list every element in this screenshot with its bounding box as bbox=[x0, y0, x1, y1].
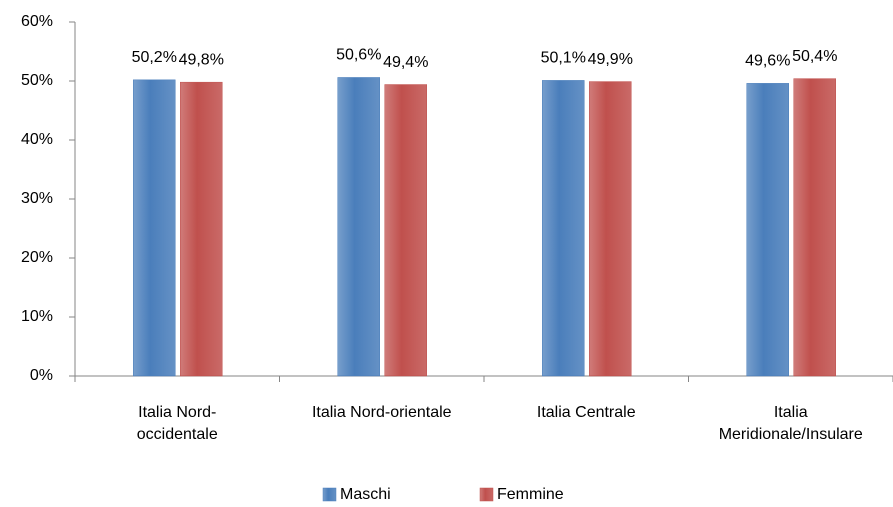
x-tick-label: Italia Nord- occidentale bbox=[136, 404, 218, 443]
value-label: 49,8% bbox=[179, 51, 224, 68]
legend-swatch bbox=[322, 487, 337, 502]
bar bbox=[133, 79, 176, 377]
y-tick-label: 60% bbox=[21, 13, 53, 30]
y-tick-label: 20% bbox=[21, 249, 53, 266]
value-label: 49,4% bbox=[383, 54, 428, 71]
y-tick-label: 50% bbox=[21, 72, 53, 89]
bar bbox=[793, 78, 836, 377]
value-label: 50,4% bbox=[792, 48, 837, 65]
bar bbox=[589, 81, 632, 377]
bar bbox=[384, 84, 427, 377]
bar bbox=[746, 83, 789, 377]
y-tick-label: 0% bbox=[30, 367, 53, 384]
x-tick-label: Italia Nord-orientale bbox=[311, 404, 452, 421]
value-label: 50,1% bbox=[541, 50, 586, 67]
bar bbox=[337, 77, 380, 377]
y-tick-label: 10% bbox=[21, 308, 53, 325]
x-tick-label: Italia Centrale bbox=[536, 404, 636, 421]
value-label: 49,6% bbox=[745, 53, 790, 70]
bar bbox=[180, 81, 223, 377]
value-label: 50,6% bbox=[336, 47, 381, 64]
value-label: 49,9% bbox=[588, 51, 633, 68]
legend-label: Maschi bbox=[340, 486, 391, 503]
legend-label: Femmine bbox=[497, 486, 564, 503]
y-tick-label: 30% bbox=[21, 190, 53, 207]
legend-swatch bbox=[479, 487, 494, 502]
y-tick-label: 40% bbox=[21, 131, 53, 148]
value-label: 50,2% bbox=[132, 49, 177, 66]
bar bbox=[542, 80, 585, 377]
x-tick-label: Italia Meridionale/Insulare bbox=[718, 404, 863, 443]
